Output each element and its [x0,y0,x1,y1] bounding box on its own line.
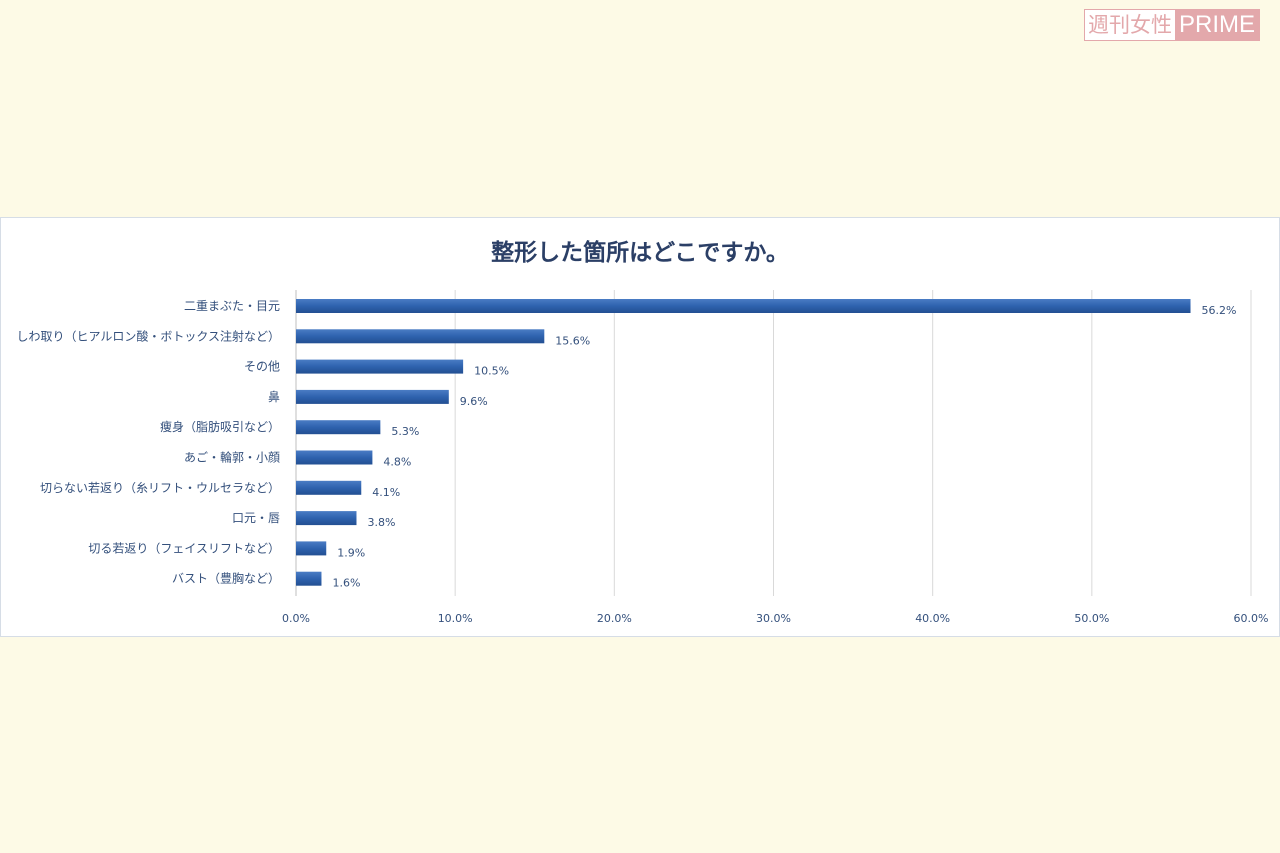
data-label: 1.9% [337,546,365,559]
data-label: 4.1% [372,486,400,499]
data-label: 3.8% [367,516,395,529]
bar [296,329,545,344]
chart-title: 整形した箇所はどこですか。 [491,240,789,266]
data-label: 5.3% [391,425,419,438]
logo-text-en: PRIME [1179,11,1256,38]
logo: 週刊女性 PRIME [1084,9,1261,41]
x-tick-label: 60.0% [1234,612,1269,625]
data-label: 10.5% [474,365,509,378]
bar [296,299,1191,313]
category-label: バスト（豊胸など） [172,571,280,586]
bar [296,420,381,435]
bar [296,450,373,465]
bar [296,389,449,404]
category-label: 二重まぶた・目元 [184,299,280,313]
bar [296,359,464,374]
data-label: 15.6% [555,334,590,347]
x-tick-label: 10.0% [438,612,473,625]
x-tick-label: 40.0% [915,612,950,625]
data-label: 9.6% [460,395,488,408]
bar [296,571,322,586]
x-tick-label: 50.0% [1074,612,1109,625]
chart-panel [0,217,1280,637]
bar [296,541,327,556]
bar [296,480,362,495]
category-label: あご・輪郭・小顔 [184,450,280,465]
category-label: その他 [244,360,280,374]
category-label: 切らない若返り（糸リフト・ウルセラなど） [40,481,280,495]
x-tick-label: 30.0% [756,612,791,625]
data-label: 4.8% [383,456,411,469]
x-tick-label: 0.0% [282,612,310,625]
category-label: 切る若返り（フェイスリフトなど） [88,541,280,555]
logo-text-jp: 週刊女性 [1085,10,1175,40]
category-label: 口元・唇 [232,511,280,525]
bar [296,511,357,526]
category-label: 痩身（脂肪吸引など） [160,419,280,434]
category-label: 鼻 [268,389,280,404]
category-label: しわ取り（ヒアルロン酸・ボトックス注射など） [16,328,280,343]
data-label: 1.6% [332,577,360,590]
x-tick-label: 20.0% [597,612,632,625]
data-label: 56.2% [1202,304,1237,317]
